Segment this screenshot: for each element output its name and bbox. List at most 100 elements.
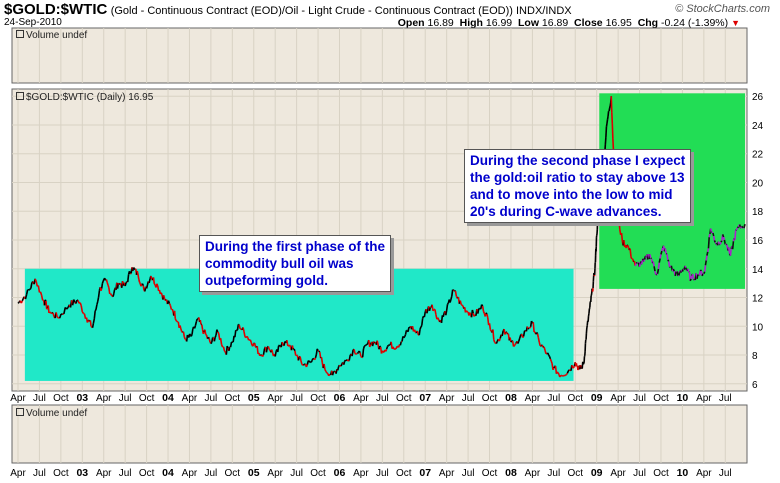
price-segment: [311, 358, 314, 361]
price-segment: [667, 261, 671, 268]
price-segment: [482, 311, 486, 314]
price-segment: [360, 355, 363, 359]
price-segment: [368, 344, 372, 348]
price-segment: [687, 268, 690, 273]
open-label: Open: [397, 17, 425, 29]
x-tick-label: Jul: [204, 393, 217, 404]
volume-bottom-text: Volume undef: [26, 408, 88, 419]
volume-panel-top: [11, 27, 748, 84]
price-segment: [434, 309, 437, 315]
y-tick-label: 12: [752, 294, 764, 305]
x-tick-label: Apr: [696, 468, 712, 479]
x-tick-label: Oct: [482, 468, 498, 479]
price-segment: [690, 275, 693, 280]
price-segment: [511, 340, 515, 347]
square-icon: [16, 30, 24, 38]
price-segment: [660, 250, 663, 255]
price-segment: [703, 271, 706, 274]
y-tick-label: 10: [752, 322, 764, 333]
price-segment: [226, 345, 229, 349]
price-segment: [556, 371, 559, 374]
x-tick-label: Oct: [225, 468, 241, 479]
x-tick-label: Jul: [119, 393, 132, 404]
price-segment: [696, 274, 699, 279]
chg-down-icon: ▼: [731, 18, 740, 28]
y-tick-label: 14: [752, 265, 764, 276]
price-segment: [40, 294, 44, 301]
x-tick-label: Apr: [10, 468, 26, 479]
price-segment: [316, 348, 319, 352]
x-tick-label: Apr: [610, 468, 626, 479]
price-segment: [213, 337, 216, 342]
price-segment: [246, 335, 249, 338]
price-segment: [80, 305, 84, 313]
price-segment: [270, 349, 274, 353]
price-segment: [137, 278, 141, 283]
price-segment: [701, 273, 704, 277]
price-segment: [108, 287, 111, 295]
price-segment: [719, 241, 722, 245]
price-segment: [220, 344, 224, 348]
price-segment: [505, 332, 509, 335]
price-segment: [291, 345, 294, 350]
price-segment: [97, 290, 101, 298]
price-segment: [89, 320, 92, 327]
price-segment: [216, 329, 219, 333]
price-segment: [63, 307, 67, 315]
price-segment: [656, 273, 659, 276]
price-segment: [720, 240, 723, 243]
price-segment: [703, 265, 707, 272]
price-segment: [142, 285, 145, 291]
price-segment: [281, 341, 284, 346]
price-segment: [348, 355, 351, 361]
price-segment: [236, 329, 238, 332]
price-segment: [174, 318, 177, 321]
price-segment: [522, 335, 525, 339]
price-segment: [667, 259, 670, 262]
x-tick-label: Jul: [719, 468, 732, 479]
price-segment: [392, 346, 395, 350]
close-value: 16.95: [605, 17, 632, 29]
price-segment: [268, 348, 271, 351]
x-tick-label: Jul: [462, 468, 475, 479]
price-segment: [25, 289, 29, 295]
price-segment: [610, 112, 614, 124]
price-segment: [544, 350, 547, 354]
price-segment: [419, 326, 422, 330]
x-tick-label: Oct: [567, 468, 583, 479]
x-axis-bottom: Apr Jul Oct 03 Apr Jul Oct 04 Apr Jul Oct 05 Apr Jul O…: [10, 467, 731, 479]
price-segment: [72, 299, 76, 303]
x-tick-label: 05: [248, 467, 260, 479]
x-tick-label: Apr: [182, 468, 198, 479]
price-segment: [532, 322, 535, 333]
x-tick-label: Oct: [310, 393, 326, 404]
price-segment: [513, 345, 515, 348]
price-segment: [423, 311, 427, 318]
price-segment: [180, 328, 183, 332]
x-tick-label: 09: [591, 467, 603, 479]
x-tick-label: Oct: [653, 468, 669, 479]
price-segment: [643, 259, 646, 262]
price-segment: [188, 333, 192, 336]
price-segment: [552, 367, 555, 371]
price-segment: [706, 248, 710, 252]
price-segment: [501, 330, 504, 337]
price-segment: [432, 308, 435, 312]
price-segment: [171, 308, 174, 312]
price-segment: [313, 357, 317, 361]
price-segment: [629, 248, 632, 257]
price-segment: [518, 337, 521, 342]
price-segment: [385, 346, 389, 350]
price-segment: [705, 255, 708, 261]
x-tick-label: Apr: [353, 468, 369, 479]
price-segment: [736, 226, 740, 229]
price-segment: [347, 359, 350, 362]
y-tick-label: 8: [752, 351, 758, 362]
price-segment: [565, 372, 569, 376]
price-segment: [52, 312, 55, 317]
price-segment: [413, 329, 417, 333]
price-segment: [723, 239, 727, 245]
price-segment: [729, 248, 732, 256]
price-segment: [605, 126, 608, 138]
price-segment: [492, 329, 495, 340]
